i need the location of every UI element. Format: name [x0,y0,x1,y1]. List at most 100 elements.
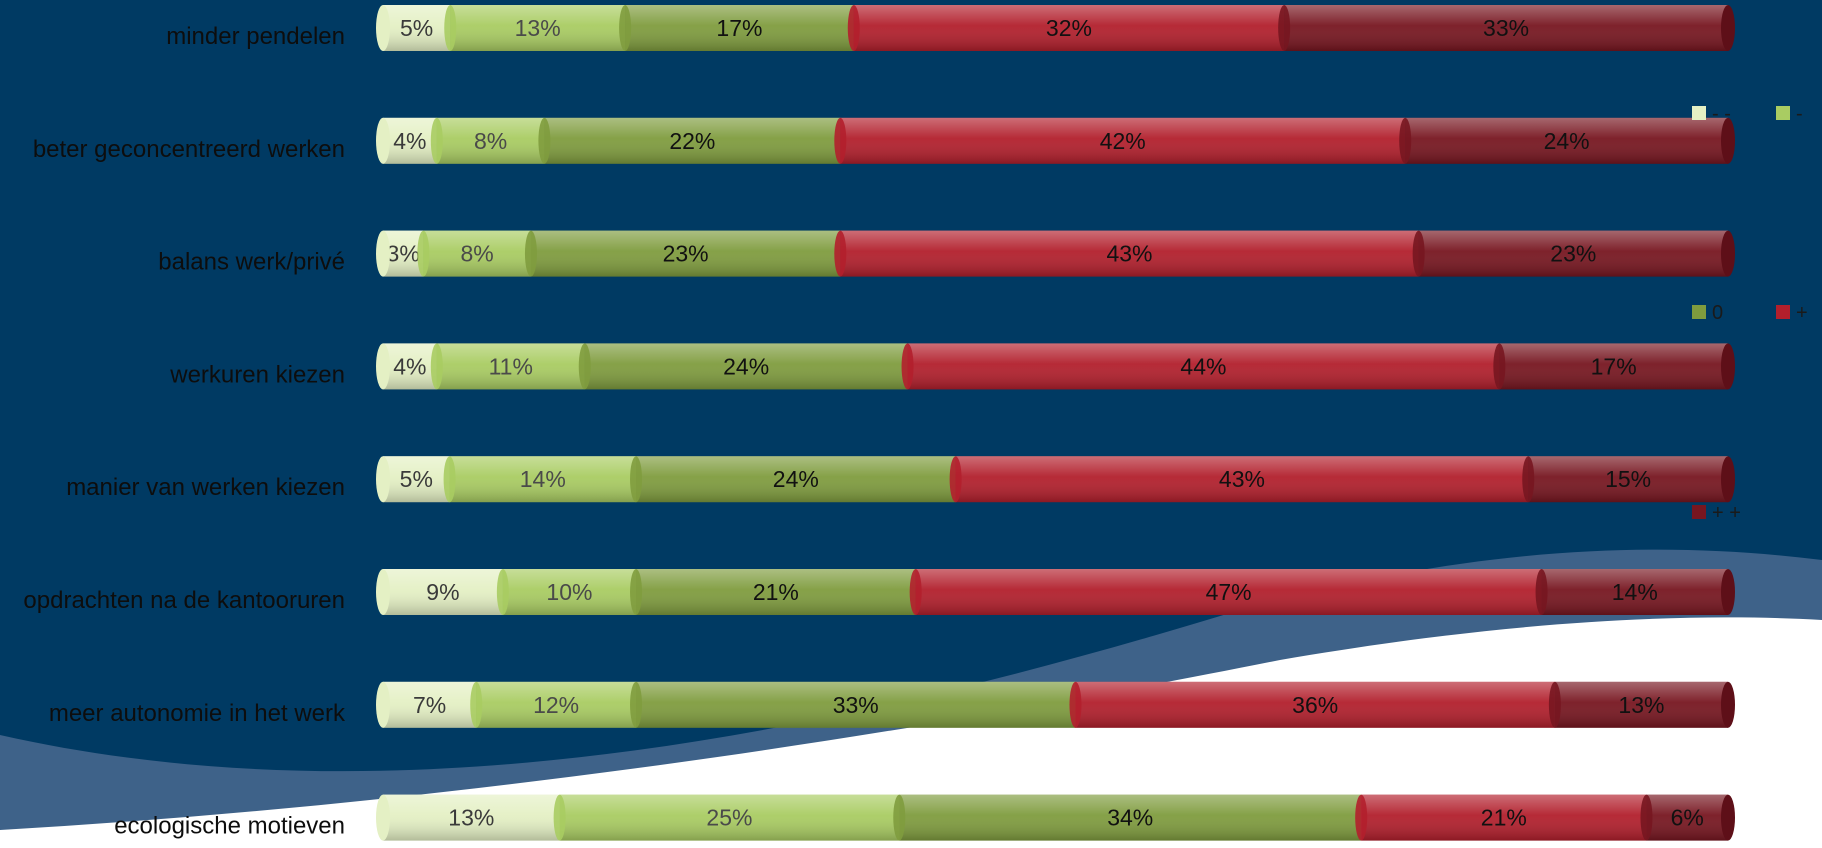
bar-segment-shade [544,117,841,164]
chart-rows: minder pendelen 5% 13% 17% 32% 33% beter gecon… [23,5,1735,841]
segment-edge [430,343,443,390]
segment-edge [847,5,860,51]
segment-edge [949,456,962,503]
legend-label: + [1796,302,1808,324]
data-label: 22% [669,128,715,154]
bar-row: meer autonomie in het werk 7% 12% 33% 36% 13% [49,681,1735,728]
segment-edge [1069,681,1082,728]
segment-edge [417,230,430,277]
legend-swatch [1692,305,1706,319]
data-label: 12% [533,692,579,718]
legend-item: + [1776,302,1808,324]
bar-segment-shade [450,5,626,51]
bar-segment-shade [625,5,854,51]
data-label: 8% [474,128,507,154]
segment-edge [430,117,443,164]
bar-segment-shade [1541,569,1728,615]
segment-edge [496,569,509,615]
data-label: 24% [773,466,819,492]
bar-segment-shade [636,569,916,615]
data-label: 13% [448,805,494,831]
category-label: beter geconcentreerd werken [33,136,345,163]
bar-segment-shade [1499,343,1728,390]
bar-row: manier van werken kiezen 5% 14% 24% 43% 15% [66,456,1735,503]
segment-edge [1522,456,1535,503]
data-label: 5% [400,466,433,492]
bar-segment-shade [636,681,1076,728]
bar-segment-shade [1284,5,1728,51]
bar-row: werkuren kiezen 4% 11% 24% 44% 17% [169,343,1735,390]
segment-edge [1278,5,1291,51]
legend-swatch [1692,106,1706,120]
legend-label: 0 [1712,302,1723,324]
bar-segment-shade [840,230,1419,277]
data-label: 33% [833,692,879,718]
bar-start-cap [376,569,390,615]
segment-edge [553,794,566,841]
bar-row: balans werk/privé 3% 8% 23% 43% 23% [158,230,1735,277]
bar-segment-shade [530,230,841,277]
bar-segment-shade [1418,230,1728,277]
data-label: 17% [716,15,762,41]
bar-segment-shade [383,5,451,51]
legend-item: + + [1692,502,1741,524]
data-label: 13% [515,15,561,41]
segment-edge [1548,681,1561,728]
segment-edge [1399,117,1412,164]
data-label: 42% [1100,128,1146,154]
bar-segment-shade [840,117,1406,164]
data-label: 3% [387,241,420,267]
data-label: 25% [706,805,752,831]
bar-end-cap [1721,117,1735,164]
bar-segment-shade [899,794,1362,841]
segment-edge [630,456,643,503]
data-label: 4% [393,353,426,379]
legend-swatch [1692,505,1706,519]
bar-segment-shade [383,117,437,164]
bar-end-cap [1721,5,1735,51]
bar-start-cap [376,5,390,51]
data-label: 6% [1671,805,1704,831]
data-label: 9% [426,579,459,605]
bar-segment-shade [1361,794,1647,841]
data-label: 24% [723,353,769,379]
data-label: 23% [663,241,709,267]
bar-segment-shade [1554,681,1728,728]
bar-start-cap [376,456,390,503]
category-label: werkuren kiezen [169,361,345,388]
bar-segment-shade [915,569,1542,615]
bar-start-cap [376,117,390,164]
bar-segment-shade [449,456,637,503]
bar-row: minder pendelen 5% 13% 17% 32% 33% [166,5,1735,51]
segment-edge [1640,794,1653,841]
segment-edge [909,569,922,615]
bar-segment-shade [636,456,956,503]
data-label: 43% [1106,241,1152,267]
segment-edge [578,343,591,390]
data-label: 43% [1219,466,1265,492]
legend-swatch [1776,305,1790,319]
category-label: balans werk/privé [158,249,345,276]
segment-edge [470,681,483,728]
category-label: meer autonomie in het werk [49,700,346,727]
data-label: 8% [461,241,494,267]
legend-label: + + [1712,502,1741,524]
data-label: 10% [546,579,592,605]
bar-segment-shade [476,681,637,728]
segment-edge [1535,569,1548,615]
segment-edge [901,343,914,390]
segment-edge [1493,343,1506,390]
legend-item: - - [1692,103,1731,125]
data-label: 14% [1612,579,1658,605]
bar-end-cap [1721,569,1735,615]
data-label: 14% [520,466,566,492]
category-label: manier van werken kiezen [66,474,345,501]
bar-segment-shade [1528,456,1728,503]
bar-segment-shade [559,794,900,841]
bar-segment-shade [383,343,437,390]
data-label: 17% [1591,353,1637,379]
bar-end-cap [1721,230,1735,277]
bar-segment-shade [1646,794,1728,841]
chart-legend: - - - 0 + + + [1692,103,1808,524]
bar-end-cap [1721,343,1735,390]
